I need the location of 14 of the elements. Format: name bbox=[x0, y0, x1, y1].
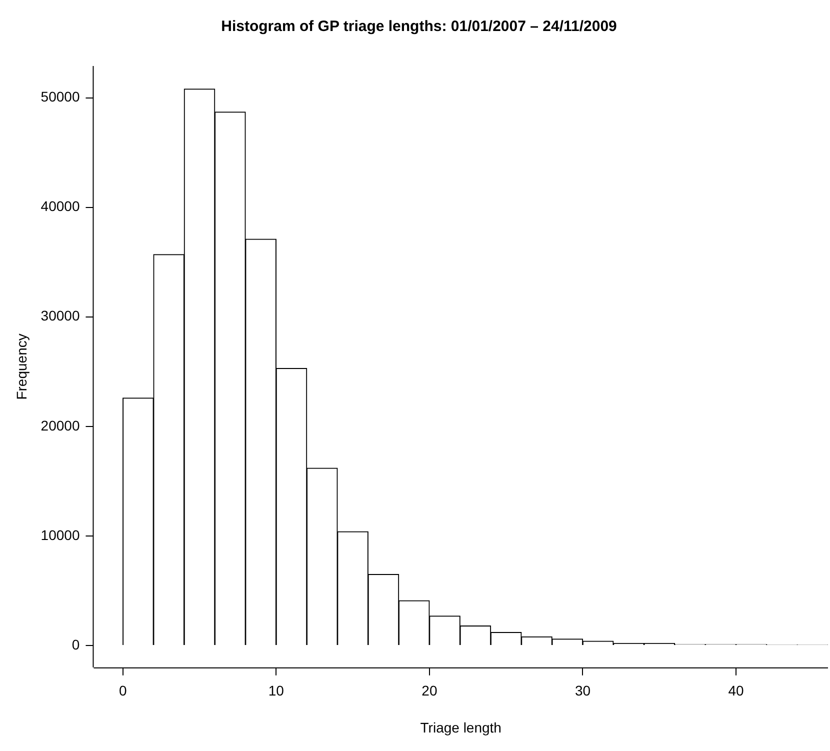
y-tick-label: 10000 bbox=[40, 526, 80, 543]
y-tick-label: 0 bbox=[72, 636, 80, 652]
x-axis-title: Triage length bbox=[420, 719, 502, 736]
x-tick-label: 30 bbox=[574, 682, 591, 699]
y-tick-label: 20000 bbox=[40, 417, 80, 434]
x-tick-label: 10 bbox=[268, 682, 284, 699]
x-tick-label: 0 bbox=[118, 682, 127, 699]
y-axis-title: Frequency bbox=[13, 334, 30, 400]
x-tick-label: 40 bbox=[728, 682, 744, 699]
chart-title: Histogram of GP triage lengths: 01/01/2007 – 24/11/2009 bbox=[221, 18, 617, 36]
x-tick-label: 20 bbox=[422, 682, 438, 699]
y-tick-label: 30000 bbox=[40, 308, 80, 324]
y-tick-label: 40000 bbox=[40, 198, 80, 214]
y-tick-label: 50000 bbox=[40, 88, 80, 105]
